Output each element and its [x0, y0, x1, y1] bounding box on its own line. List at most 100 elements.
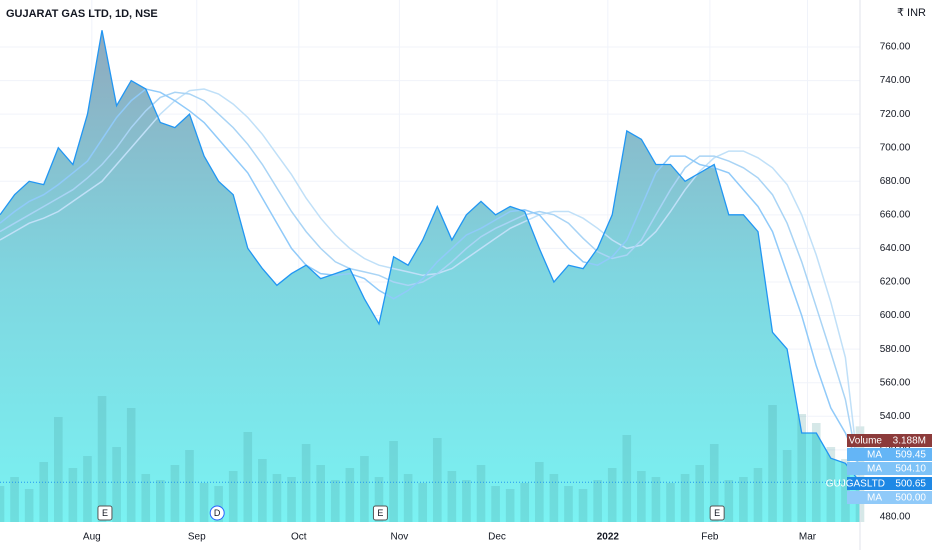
- volume-bar: [826, 447, 836, 522]
- volume-bar: [345, 468, 355, 522]
- volume-bar: [695, 465, 704, 522]
- volume-bar: [535, 462, 544, 522]
- volume-bar: [199, 483, 209, 522]
- event-marker: [709, 505, 725, 521]
- volume-bar: [389, 441, 398, 522]
- volume-bar: [10, 477, 19, 522]
- volume-bar: [316, 465, 325, 522]
- badge-value: 3.188M: [893, 436, 926, 447]
- badge-name: MA: [867, 464, 882, 475]
- volume-bar: [768, 405, 777, 522]
- badge-value: 509.45: [895, 450, 926, 461]
- moving-average: [0, 88, 861, 468]
- volume-bar: [243, 432, 253, 522]
- x-tick-label: Mar: [799, 532, 817, 543]
- x-tick-label: Nov: [390, 532, 408, 543]
- volume-bar: [24, 489, 34, 522]
- y-tick-label: 480.00: [880, 512, 911, 523]
- volume-bar: [403, 474, 413, 522]
- y-tick-label: 720.00: [880, 109, 911, 120]
- event-marker: [372, 505, 388, 521]
- volume-bar: [141, 474, 151, 522]
- volume-bar: [491, 486, 500, 522]
- badge-name: Volume: [849, 436, 883, 447]
- volume-bar: [593, 480, 602, 522]
- volume-bar: [651, 477, 661, 522]
- volume-bar: [753, 468, 763, 522]
- volume-bar: [330, 480, 340, 522]
- price-line: [0, 30, 861, 483]
- volume-bar: [287, 477, 296, 522]
- volume-bar: [126, 408, 136, 522]
- volume-bar: [564, 486, 573, 522]
- volume-bar: [782, 450, 792, 522]
- volume-bar: [97, 396, 107, 522]
- y-tick-label: 580.00: [880, 344, 911, 355]
- volume-bar: [185, 450, 194, 522]
- volume-bar: [54, 417, 63, 522]
- volume-bar: [374, 477, 384, 522]
- currency: ₹ INR: [897, 7, 926, 19]
- x-tick-label: Aug: [83, 532, 101, 543]
- value-badge: [847, 477, 932, 490]
- volume-bar: [301, 444, 311, 522]
- volume-bar: [476, 465, 486, 522]
- volume-bar: [214, 486, 223, 522]
- chart-title: GUJARAT GAS LTD, 1D, NSE: [6, 8, 158, 20]
- volume-bar: [607, 468, 617, 522]
- badge-value: 500.00: [895, 493, 926, 504]
- y-tick-label: 680.00: [880, 176, 911, 187]
- event-marker: [209, 505, 225, 521]
- badge-name: MA: [867, 450, 882, 461]
- volume-bar: [272, 474, 282, 522]
- volume-bar: [549, 474, 559, 522]
- y-tick-label: 740.00: [880, 75, 911, 86]
- volume-bar: [112, 447, 121, 522]
- event-label: E: [377, 508, 383, 518]
- badge-value: 504.10: [895, 464, 926, 475]
- volume-bar: [156, 480, 165, 522]
- x-tick-label: Oct: [291, 532, 307, 543]
- volume-bar: [418, 483, 428, 522]
- value-badge: [847, 448, 932, 461]
- moving-average: [0, 91, 861, 477]
- volume-bar: [170, 465, 180, 522]
- axes: 480.00500.00520.00540.00560.00580.00600.…: [83, 42, 932, 543]
- x-tick-label: Dec: [488, 532, 506, 543]
- volume-bar: [797, 414, 806, 522]
- y-tick-label: 620.00: [880, 277, 911, 288]
- volume-bar: [432, 438, 442, 522]
- volume-bar: [258, 459, 267, 522]
- y-tick-label: 560.00: [880, 377, 911, 388]
- volume-bar: [622, 435, 632, 522]
- volume-bar: [724, 480, 734, 522]
- volume-bar: [39, 462, 49, 522]
- y-tick-label: 700.00: [880, 142, 911, 153]
- value-badge: [847, 434, 932, 447]
- y-tick-label: 760.00: [880, 42, 911, 53]
- volume-bar: [811, 423, 821, 522]
- volume-bar: [228, 471, 238, 522]
- y-tick-label: 640.00: [880, 243, 911, 254]
- volume-bar: [739, 477, 748, 522]
- badge-value: 500.65: [895, 479, 926, 490]
- volume-bar: [637, 471, 646, 522]
- volume-bar: [841, 459, 850, 522]
- event-marker: [97, 505, 113, 521]
- volume-bar: [520, 483, 530, 522]
- price-area: [0, 30, 860, 522]
- volume-bar: [447, 471, 457, 522]
- x-tick-label: Sep: [188, 532, 206, 543]
- y-tick-label: 660.00: [880, 209, 911, 220]
- volume-bar: [462, 480, 471, 522]
- badge-name: MA: [867, 493, 882, 504]
- volume-bar: [68, 468, 78, 522]
- volume-bar: [578, 489, 588, 522]
- y-tick-label: 600.00: [880, 310, 911, 321]
- volume-bar: [709, 444, 719, 522]
- value-badge: [847, 491, 932, 504]
- badge-name: GUJGASLTD: [826, 479, 885, 490]
- y-tick-label: 540.00: [880, 411, 911, 422]
